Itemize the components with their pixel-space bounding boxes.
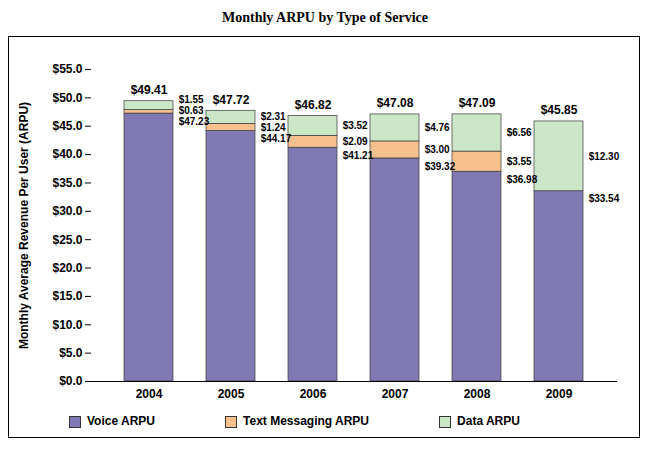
svg-text:$47.72: $47.72 [213,93,250,107]
svg-text:Monthly Average Revenue Per Us: Monthly Average Revenue Per User (ARPU) [17,102,31,349]
svg-text:$3.55: $3.55 [507,156,532,167]
svg-text:$35.0: $35.0 [52,176,82,190]
svg-text:$30.0: $30.0 [52,204,82,218]
svg-text:$3.00: $3.00 [425,144,450,155]
svg-text:2008: 2008 [464,387,491,401]
svg-text:$47.23: $47.23 [179,116,210,127]
svg-text:$2.31: $2.31 [261,111,286,122]
svg-text:$6.56: $6.56 [507,127,532,138]
svg-text:$46.82: $46.82 [295,98,332,112]
svg-text:$12.30: $12.30 [589,151,620,162]
svg-text:$20.0: $20.0 [52,261,82,275]
svg-text:$44.17: $44.17 [261,133,292,144]
svg-text:2007: 2007 [382,387,409,401]
svg-text:$39.32: $39.32 [425,161,456,172]
svg-text:$25.0: $25.0 [52,233,82,247]
svg-text:$4.76: $4.76 [425,122,450,133]
html-text:Voice ARPU: Voice ARPU [87,414,155,428]
svg-text:$49.41: $49.41 [131,83,168,97]
svg-text:$36.98: $36.98 [507,174,538,185]
svg-text:$3.52: $3.52 [343,120,368,131]
html-text:Text Messaging ARPU: Text Messaging ARPU [243,414,369,428]
svg-text:$0.63: $0.63 [179,105,204,116]
svg-text:$55.0: $55.0 [52,62,82,76]
svg-text:$1.55: $1.55 [179,94,204,105]
svg-text:2009: 2009 [546,387,573,401]
html-text:Data ARPU: Data ARPU [457,414,520,428]
svg-text:$50.0: $50.0 [52,91,82,105]
svg-text:$40.0: $40.0 [52,147,82,161]
svg-text:$47.09: $47.09 [459,96,496,110]
svg-text:$45.85: $45.85 [541,103,578,117]
svg-text:2005: 2005 [218,387,245,401]
html-text:Monthly ARPU by Type of Servic: Monthly ARPU by Type of Service [222,10,428,25]
svg-text:$45.0: $45.0 [52,119,82,133]
svg-text:2004: 2004 [136,387,163,401]
svg-text:$5.0: $5.0 [59,346,83,360]
svg-text:2006: 2006 [300,387,327,401]
svg-text:$2.09: $2.09 [343,136,368,147]
svg-text:$41.21: $41.21 [343,150,374,161]
svg-text:$47.08: $47.08 [377,96,414,110]
svg-text:$15.0: $15.0 [52,289,82,303]
svg-text:$1.24: $1.24 [261,122,286,133]
svg-text:$33.54: $33.54 [589,193,620,204]
svg-text:$10.0: $10.0 [52,318,82,332]
svg-text:$0.0: $0.0 [59,374,83,388]
